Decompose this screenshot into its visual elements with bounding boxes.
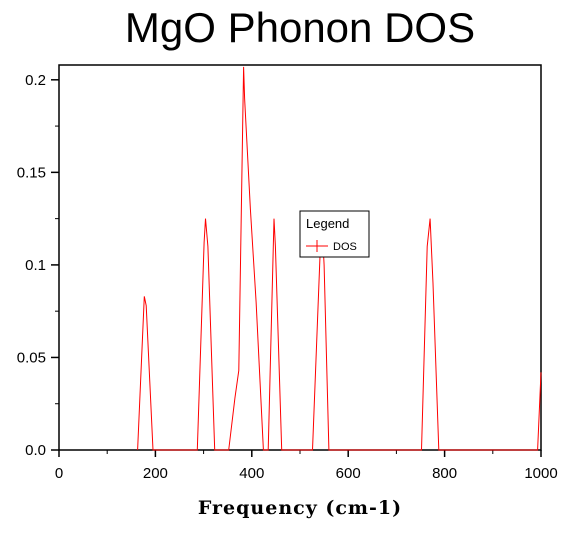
legend-entry-dos: DOS xyxy=(333,241,357,253)
x-tick-label: 0 xyxy=(55,465,63,482)
x-tick-label: 400 xyxy=(239,465,264,482)
series-line-dos xyxy=(137,66,542,451)
x-tick-label: 600 xyxy=(336,465,361,482)
y-tick-label: 0.0 xyxy=(25,442,46,459)
x-tick-label: 800 xyxy=(432,465,457,482)
x-axis-label: Frequency (cm-1) xyxy=(198,497,402,519)
chart-title: MgO Phonon DOS xyxy=(125,4,475,51)
x-axis: 0 200 400 600 800 1000 xyxy=(55,450,558,482)
legend-box xyxy=(299,210,370,258)
y-tick-label: 0.15 xyxy=(17,164,46,181)
series-dos xyxy=(137,66,542,451)
legend-title: Legend xyxy=(306,216,349,231)
y-axis: 0.0 0.05 0.1 0.15 0.2 xyxy=(17,72,59,459)
y-tick-label: 0.1 xyxy=(25,257,46,274)
y-tick-label: 0.05 xyxy=(17,349,46,366)
x-tick-label: 1000 xyxy=(524,465,557,482)
y-tick-label: 0.2 xyxy=(25,72,46,89)
legend: Legend DOS xyxy=(299,210,370,258)
x-tick-label: 200 xyxy=(143,465,168,482)
